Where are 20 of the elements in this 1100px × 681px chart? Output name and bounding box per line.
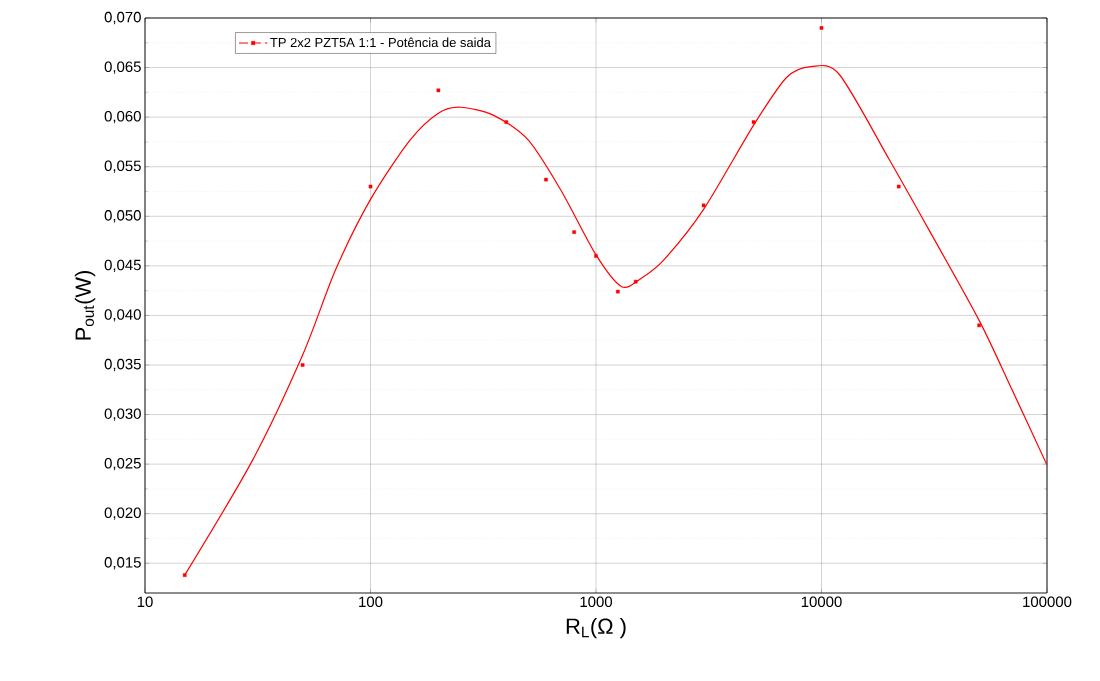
x-tick-label: 100000 xyxy=(1023,596,1072,608)
y-tick-label: 0,060 xyxy=(104,110,141,124)
x-tick-label: 1000 xyxy=(580,596,613,608)
y-tick-label: 0,070 xyxy=(104,11,141,25)
y-axis-title: P$_{out}$(W) xyxy=(74,270,96,340)
y-tick-label: 0,020 xyxy=(104,507,141,520)
legend-label: TP 2x2 PZT5A 1:1 - Potência de saida xyxy=(270,37,491,48)
y-tick-label: 0,040 xyxy=(104,309,141,322)
x-tick-label: 10 xyxy=(137,596,153,608)
y-tick-label: 0,045 xyxy=(104,259,141,273)
y-tick-label: 0,015 xyxy=(104,557,141,570)
y-tick-label: 0,055 xyxy=(104,160,141,173)
x-tick-label: 100 xyxy=(359,596,383,608)
x-tick-label: 10000 xyxy=(801,596,842,608)
y-tick-label: 0,050 xyxy=(104,210,141,223)
y-tick-label: 0,035 xyxy=(104,358,141,372)
y-tick-label: 0,030 xyxy=(104,408,141,421)
y-tick-label: 0,025 xyxy=(104,457,141,471)
y-tick-label: 0,065 xyxy=(104,61,141,74)
x-axis-title: R$_{L}$(Ω ) xyxy=(566,617,626,639)
